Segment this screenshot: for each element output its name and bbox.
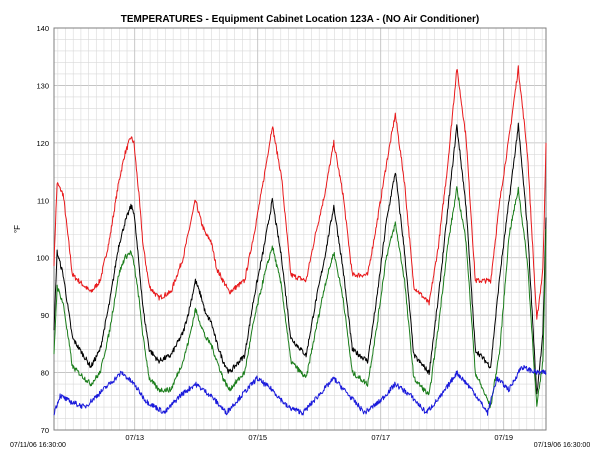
x-tick-label: 07/19 bbox=[494, 433, 513, 442]
y-tick-label: 110 bbox=[37, 196, 49, 205]
series-line bbox=[53, 65, 547, 320]
y-tick-label: 130 bbox=[36, 81, 49, 90]
y-tick-label: 90 bbox=[41, 311, 49, 320]
y-tick-label: 140 bbox=[36, 24, 49, 33]
chart-title: TEMPERATURES - Equipment Cabinet Locatio… bbox=[121, 14, 480, 25]
x-start-label: 07/11/06 16:30:00 bbox=[10, 442, 66, 449]
y-tick-label: 100 bbox=[36, 254, 49, 263]
x-tick-label: 07/15 bbox=[248, 433, 267, 442]
y-axis-ticks: 70 80 90 100 110 120 130 140 bbox=[36, 24, 49, 435]
series-lines bbox=[53, 65, 547, 416]
x-axis-ticks: 07/13 07/15 07/17 07/19 bbox=[125, 433, 513, 442]
x-tick-label: 07/17 bbox=[371, 433, 390, 442]
x-end-label: 07/19/06 16:30:00 bbox=[534, 442, 591, 449]
y-axis-label: °F bbox=[13, 225, 22, 233]
x-tick-label: 07/13 bbox=[125, 433, 144, 442]
series-line bbox=[53, 365, 547, 416]
series-line bbox=[53, 186, 547, 409]
y-tick-label: 70 bbox=[41, 426, 49, 435]
series-line bbox=[53, 122, 547, 395]
y-tick-label: 80 bbox=[41, 369, 49, 378]
y-tick-label: 120 bbox=[36, 139, 49, 148]
